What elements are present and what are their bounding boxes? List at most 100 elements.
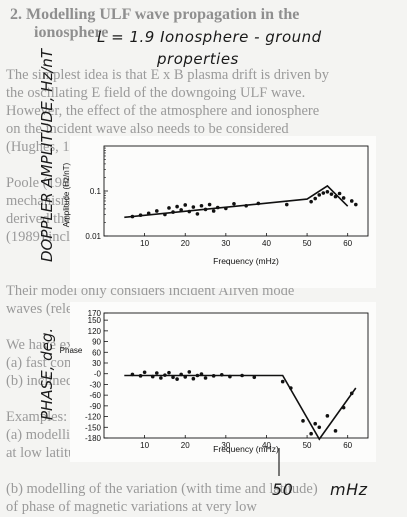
- phase-data-point: [199, 372, 204, 376]
- phase-data-point: [171, 375, 175, 380]
- faded-text-line: (b) modelling of the variation (with tim…: [6, 481, 318, 497]
- amp-data-point: [203, 207, 208, 212]
- phase-data-point: [280, 379, 285, 384]
- phase-y-tick-label: 150: [88, 316, 102, 325]
- phase-data-point: [155, 371, 159, 375]
- phase-data-point: [211, 374, 216, 378]
- faded-text-line: ionosphere: [34, 24, 109, 41]
- faded-text-line: the oscillating E field of the downgoing…: [6, 85, 306, 101]
- amp-data-point: [333, 194, 338, 199]
- amp-data-point: [313, 196, 318, 201]
- amp-data-point: [329, 192, 334, 196]
- phase-data-point: [317, 425, 322, 430]
- phase-data-point: [309, 431, 313, 436]
- amp-data-point: [256, 201, 261, 206]
- phase-data-point: [325, 414, 330, 418]
- phase-data-point: [228, 374, 232, 379]
- phase-y-tick-label: 90: [92, 338, 101, 347]
- amp-x-tick-label: 20: [181, 239, 190, 248]
- phase-x-tick-label: 20: [181, 441, 190, 450]
- amp-data-point: [167, 206, 171, 210]
- amp-data-point: [138, 213, 143, 217]
- amp-data-point: [155, 209, 159, 213]
- phase-y-tick-label: -30: [89, 380, 101, 389]
- amp-x-tick-label: 60: [343, 239, 352, 248]
- amp-data-point: [232, 201, 236, 206]
- amp-data-point: [207, 202, 212, 207]
- amp-y-tick-label: 0.01: [85, 232, 101, 241]
- amp-data-point: [130, 214, 135, 219]
- amplitude-plot-background: [70, 136, 376, 288]
- phase-y-tick-label: -180: [85, 434, 102, 443]
- phase-data-point: [142, 370, 147, 375]
- phase-plot-frame: [103, 312, 369, 439]
- phase-data-point: [183, 375, 188, 379]
- amp-data-point: [195, 212, 200, 216]
- amp-y-axis-label: Amplitude (Hz/nT): [62, 162, 71, 227]
- phase-model-curve: [124, 374, 357, 441]
- amp-x-tick-label: 40: [262, 239, 271, 248]
- amp-data-point: [317, 193, 322, 197]
- amp-data-point: [163, 212, 167, 217]
- phase-data-point: [191, 376, 196, 381]
- phase-y-tick-label: 60: [92, 348, 101, 357]
- amp-data-point: [179, 208, 183, 212]
- phase-data-point: [240, 373, 244, 378]
- amp-data-point: [325, 189, 330, 194]
- phase-data-point: [301, 419, 305, 423]
- amp-data-point: [354, 202, 358, 207]
- phase-y-tick-label: -90: [89, 402, 101, 411]
- amp-data-point: [244, 203, 248, 208]
- phase-data-point: [163, 373, 167, 377]
- amp-data-point: [321, 191, 326, 195]
- amp-data-point: [171, 210, 175, 214]
- phase-data-point: [130, 372, 135, 377]
- phase-x-tick-label: 10: [140, 441, 149, 450]
- amp-data-point: [284, 202, 289, 207]
- amp-data-point: [183, 203, 188, 207]
- phase-x-tick-label: 60: [343, 441, 352, 450]
- amp-data-point: [211, 209, 216, 213]
- phase-data-point: [203, 376, 208, 380]
- phase-data-point: [289, 386, 293, 390]
- amp-data-point: [341, 196, 346, 200]
- phase-data-point: [138, 374, 143, 378]
- amp-x-tick-label: 50: [303, 239, 312, 248]
- faded-text-line: However, the effect of the atmosphere an…: [6, 103, 320, 119]
- amp-x-tick-label: 10: [140, 239, 149, 248]
- amp-model-curve: [124, 184, 349, 219]
- handwritten-fifty: 50: [272, 480, 294, 499]
- phase-y-tick-label: 170: [88, 309, 102, 318]
- phase-plot-background: [70, 302, 376, 462]
- amp-data-point: [215, 205, 220, 210]
- phase-data-point: [150, 374, 155, 379]
- phase-data-point: [252, 375, 257, 380]
- amp-data-point: [309, 199, 313, 204]
- faded-text-line: The simplest idea is that E x B plasma d…: [6, 67, 329, 83]
- amp-x-axis-label: Frequency (mHz): [213, 256, 279, 266]
- amp-y-tick-label: 0.1: [90, 187, 102, 196]
- amp-data-point: [187, 209, 192, 214]
- amp-data-point: [224, 206, 228, 211]
- amp-data-point: [199, 203, 204, 208]
- phase-data-point: [313, 421, 318, 426]
- phase-x-tick-label: 40: [262, 441, 271, 450]
- phase-x-axis-label: Frequency (mHz): [213, 444, 279, 454]
- handwritten-mhz: mHz: [330, 480, 368, 499]
- phase-data-point: [195, 373, 200, 378]
- phase-y-tick-label: 30: [92, 359, 101, 368]
- phase-data-point: [219, 372, 224, 377]
- faded-text-line: Examples:: [6, 409, 68, 425]
- phase-data-point: [341, 405, 346, 410]
- amp-data-point: [191, 205, 196, 209]
- phase-data-point: [349, 391, 354, 396]
- phase-data-point: [187, 370, 192, 374]
- faded-text-line: 2. Modelling ULF wave propagation in the: [10, 6, 300, 23]
- phase-y-tick-label: -150: [85, 423, 102, 432]
- phase-y-tick-label: 120: [88, 327, 102, 336]
- phase-data-point: [175, 377, 179, 381]
- phase-data-point: [159, 376, 163, 380]
- faded-text-line: of phase of magnetic variations at very …: [6, 499, 257, 515]
